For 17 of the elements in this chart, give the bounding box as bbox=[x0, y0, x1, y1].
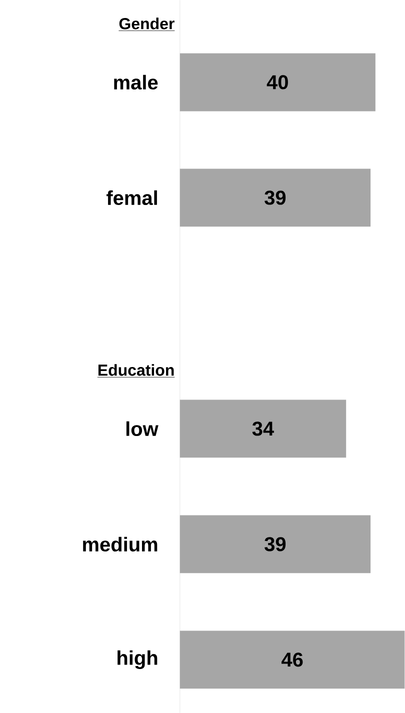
data-label: 46 bbox=[282, 652, 303, 667]
y-tick-label: medium bbox=[83, 536, 158, 552]
text: Education bbox=[98, 364, 174, 376]
bar bbox=[180, 400, 346, 458]
data-label: 39 bbox=[264, 537, 286, 552]
bar bbox=[180, 168, 371, 227]
bar bbox=[180, 515, 371, 574]
bar bbox=[180, 53, 376, 112]
text: Gender bbox=[119, 18, 175, 30]
data-label: 39 bbox=[264, 190, 286, 205]
y-tick-label: high bbox=[118, 650, 158, 670]
data-label: 34 bbox=[252, 422, 274, 436]
bar bbox=[180, 630, 405, 689]
y-tick-label: femal bbox=[106, 190, 158, 206]
data-label: 40 bbox=[266, 75, 288, 90]
y-tick-label: low bbox=[126, 421, 159, 436]
y-tick-label: male bbox=[114, 74, 158, 90]
